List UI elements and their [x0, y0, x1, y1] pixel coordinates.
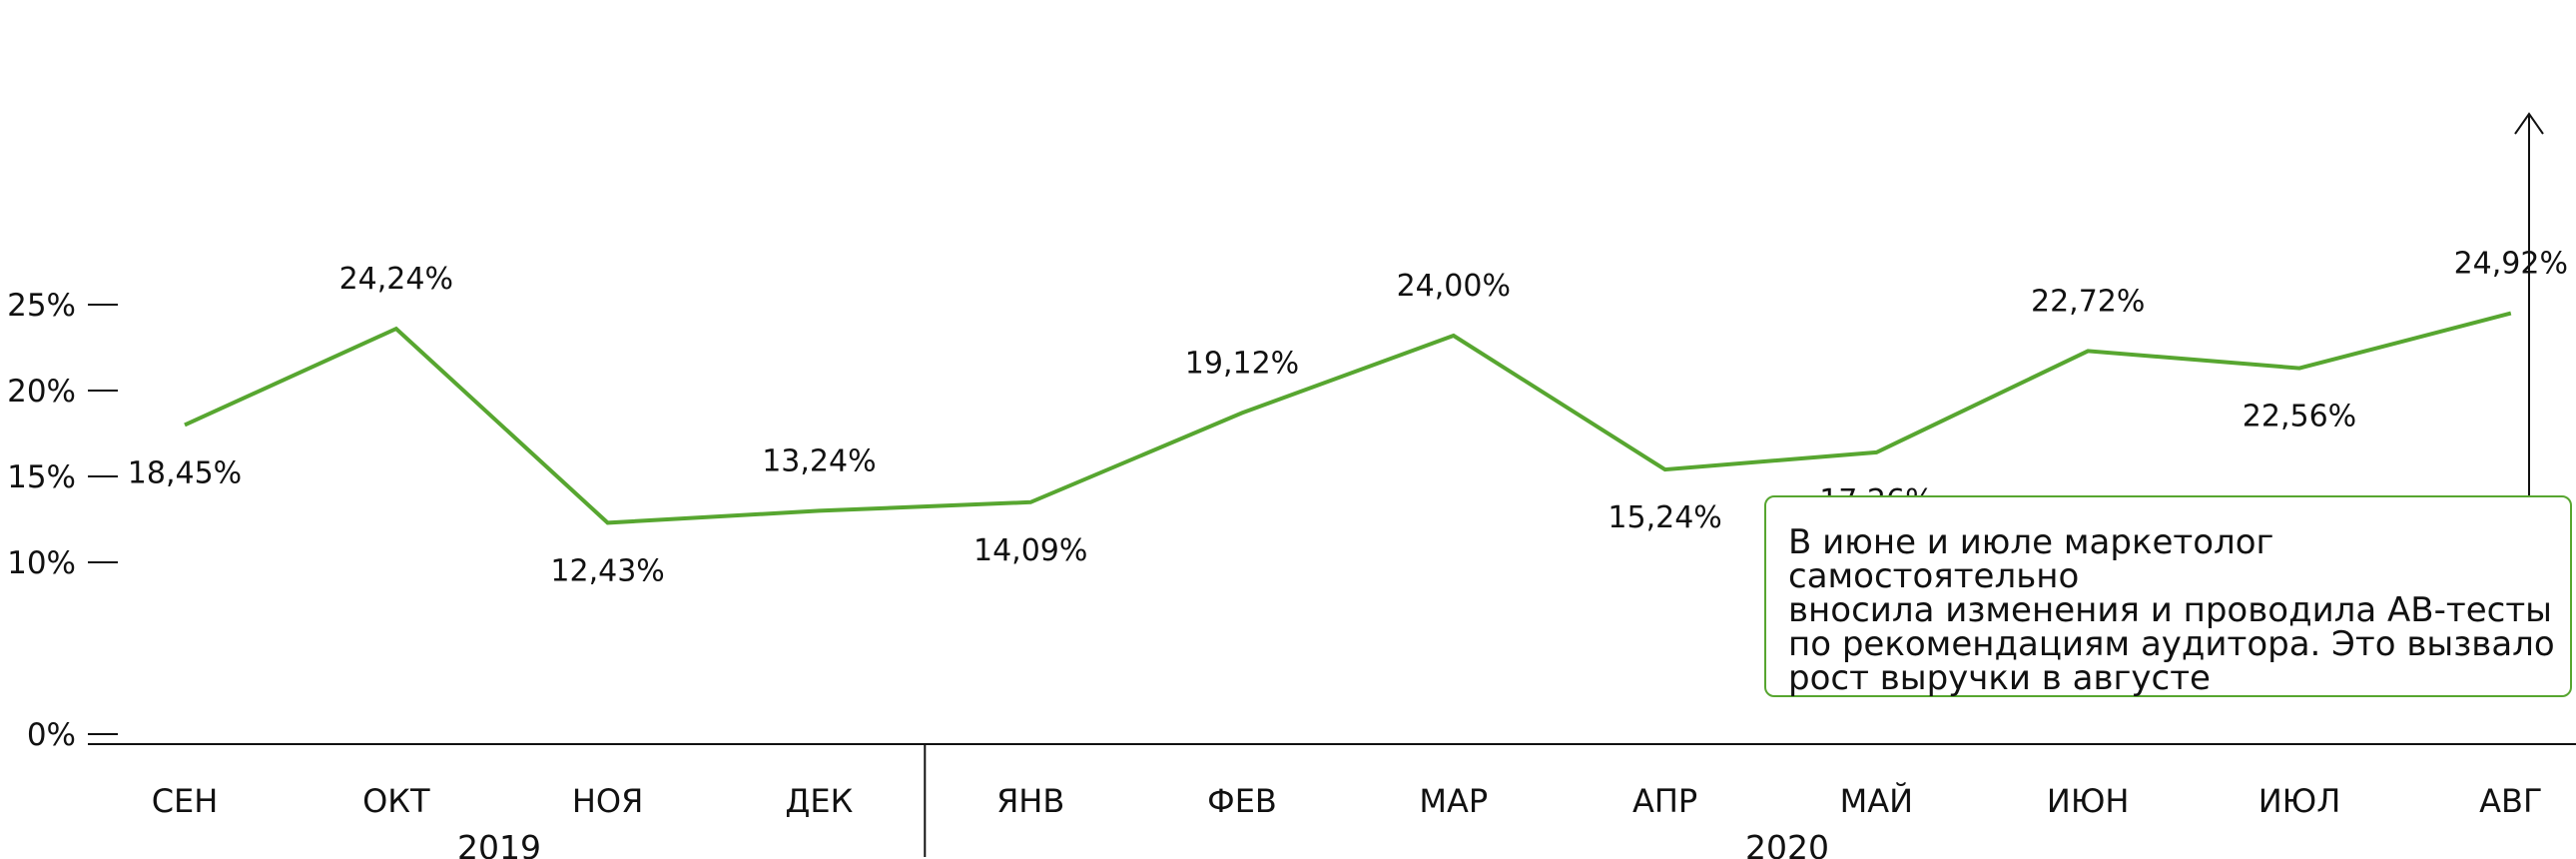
series-line	[184, 311, 2512, 525]
y-tick-label: 10%	[7, 545, 76, 581]
year-label: 2019	[457, 828, 541, 859]
x-tick-label: ЯНВ	[996, 782, 1064, 820]
x-tick-label: МАЙ	[1840, 782, 1913, 820]
series-line-group	[184, 311, 2512, 525]
data-label: 15,24%	[1608, 500, 1721, 535]
x-tick-label: ИЮН	[2047, 782, 2130, 820]
x-tick-label: ДЕК	[785, 782, 853, 820]
x-tick-label: НОЯ	[572, 782, 643, 820]
data-label: 13,24%	[762, 443, 876, 478]
year-label: 2020	[1745, 828, 1829, 859]
x-axis: СЕН ОКТ НОЯ ДЕК ЯНВ ФЕВ МАР АПР МАЙ ИЮН ИЮЛ АВГ 2019…	[88, 743, 2576, 859]
data-label: 14,09%	[973, 533, 1087, 568]
data-label: 22,72%	[2031, 284, 2145, 319]
x-tick-label: АВГ	[2479, 782, 2542, 820]
y-tick-label: 25%	[7, 288, 76, 324]
data-label: 22,56%	[2243, 400, 2356, 434]
x-tick-label: ОКТ	[362, 782, 430, 820]
annotation-arrow	[2514, 112, 2544, 495]
y-tick-label: 0%	[27, 717, 76, 753]
x-tick-label: МАР	[1419, 782, 1488, 820]
x-tick-label: ФЕВ	[1207, 782, 1277, 820]
y-tick-label: 20%	[7, 374, 76, 410]
data-label: 18,45%	[128, 455, 242, 490]
data-label: 12,43%	[550, 553, 664, 588]
annotation-text: В июне и июле маркетолог самостоятельно …	[1788, 522, 2555, 698]
x-tick-label: ИЮЛ	[2258, 782, 2341, 820]
y-axis: 0% 10% 15% 20% 25%	[7, 288, 118, 753]
arrow-head	[2514, 112, 2544, 135]
y-tick-label: 15%	[7, 459, 76, 495]
annotation-box: В июне и июле маркетолог самостоятельно …	[1764, 495, 2572, 697]
x-tick-label: АПР	[1632, 782, 1697, 820]
data-labels: 18,45% 24,24% 12,43% 13,24% 14,09% 19,12% 24,0…	[128, 247, 2568, 589]
x-tick-label: СЕН	[152, 782, 219, 820]
data-label: 24,00%	[1397, 269, 1511, 304]
data-label: 24,92%	[2454, 247, 2568, 282]
data-label: 19,12%	[1185, 346, 1299, 381]
data-label: 24,24%	[339, 262, 453, 297]
